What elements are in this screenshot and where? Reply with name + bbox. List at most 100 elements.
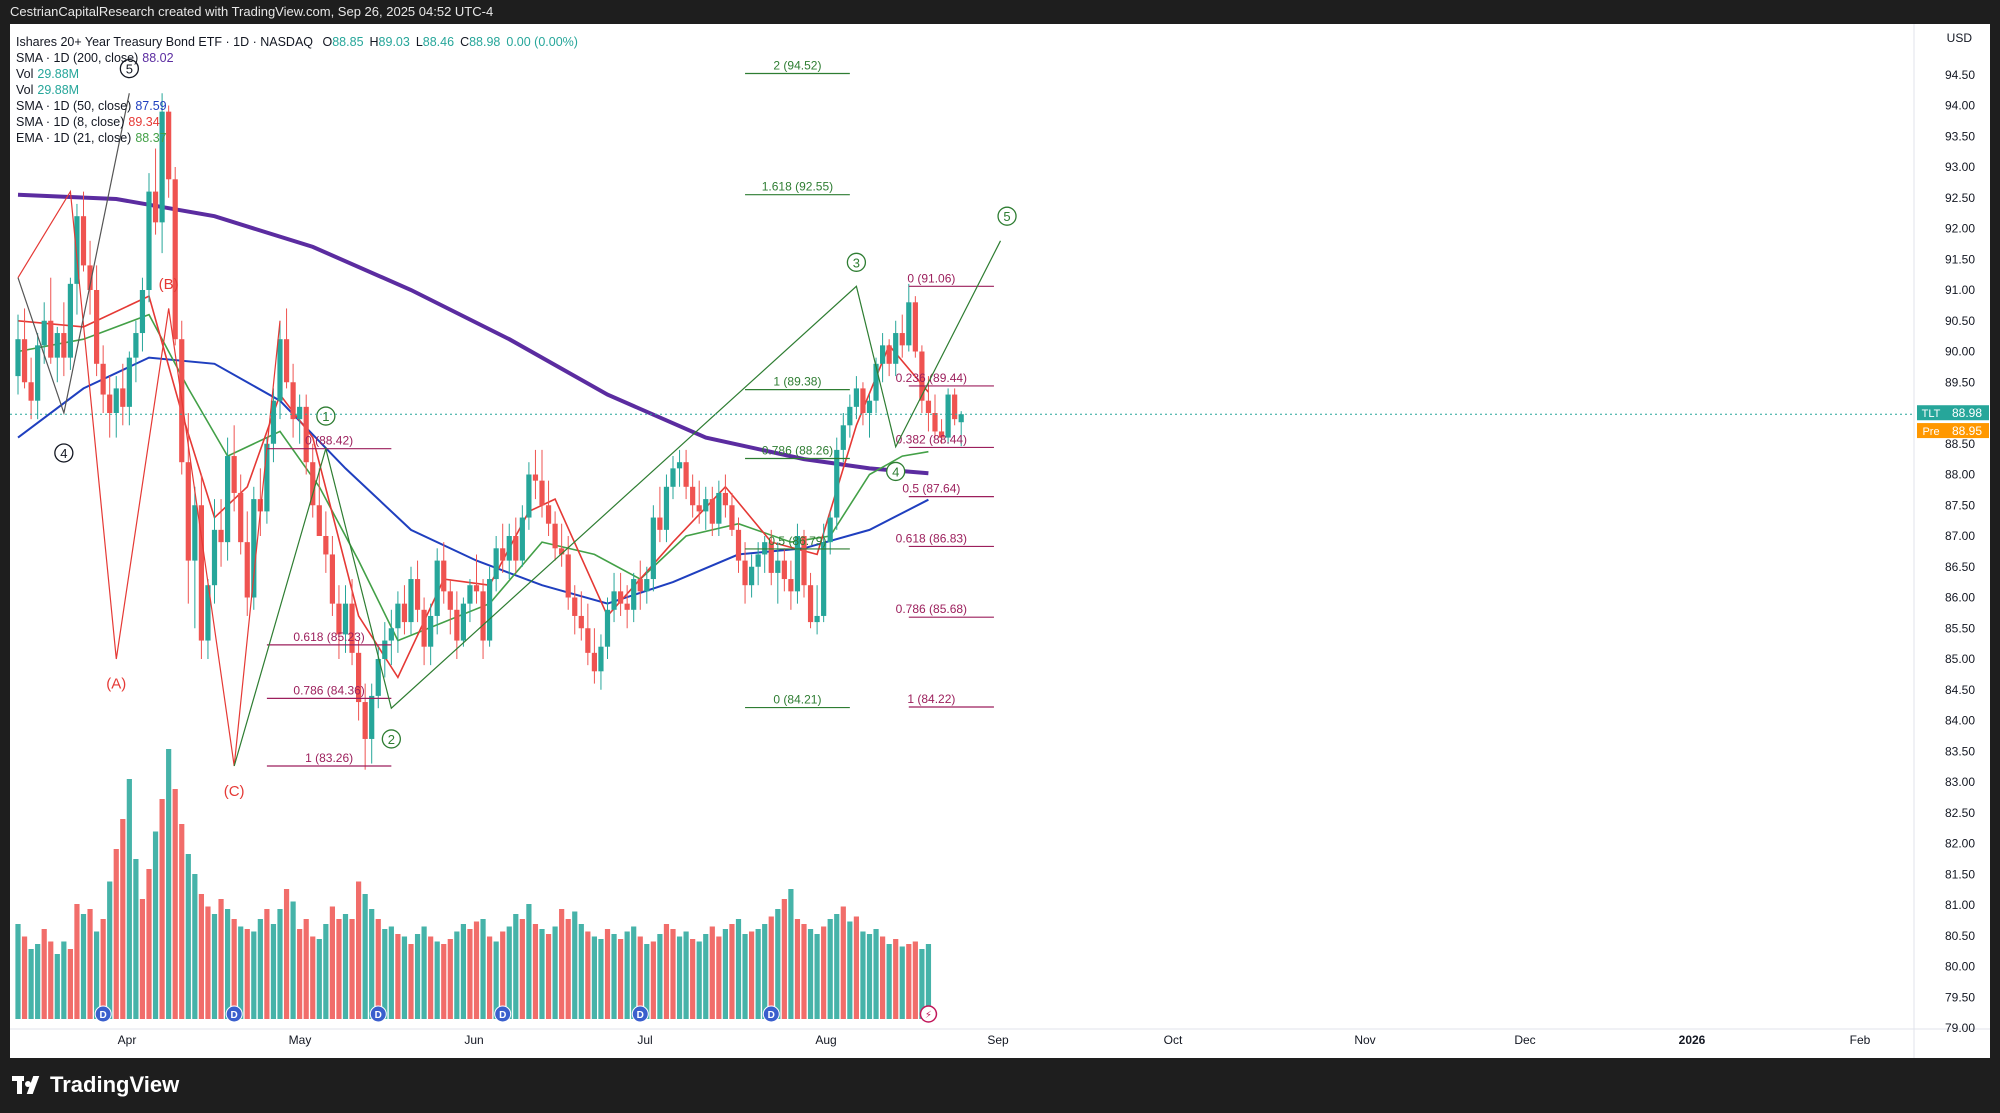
candle-body	[270, 400, 277, 444]
x-tick-label: Sep	[987, 1033, 1009, 1047]
dividend-marker	[631, 1005, 649, 1023]
wave-label: 5	[126, 62, 133, 77]
volume-bar	[690, 939, 696, 1019]
y-tick-label: 88.00	[1945, 468, 1975, 482]
y-tick-label: 90.50	[1945, 314, 1975, 328]
volume-bar	[382, 929, 388, 1019]
candle-body	[618, 591, 624, 604]
volume-bar	[152, 831, 159, 1019]
candle-body	[297, 406, 303, 420]
volume-bar	[860, 931, 866, 1019]
candle-body	[598, 646, 604, 672]
indicator-label: SMA · 1D (200, close)	[16, 51, 139, 65]
price-chart[interactable]: 79.00 79.50 80.00 80.50 81.00 81.50 82.00 82.50…	[10, 24, 1990, 1058]
candle-body	[853, 388, 859, 407]
candle-body	[559, 548, 565, 555]
pre-tag	[1917, 423, 1945, 439]
volume-bar	[886, 944, 892, 1019]
sma200-line	[17, 192, 929, 476]
volume-bar	[578, 924, 584, 1019]
indicator-value: 87.59	[135, 99, 167, 113]
indicator-row[interactable]: SMA · 1D (200, close) 88.02	[16, 50, 578, 66]
y-tick-label: 84.50	[1945, 683, 1975, 697]
candle-body	[277, 339, 283, 401]
candle-body	[807, 585, 814, 623]
volume-bar	[270, 924, 277, 1019]
event-marker	[919, 1005, 938, 1023]
volume-bar	[644, 944, 650, 1019]
indicator-row[interactable]: SMA · 1D (8, close) 89.34	[16, 114, 578, 130]
volume-bar	[729, 924, 735, 1019]
tradingview-logo[interactable]: TradingView	[12, 1072, 179, 1098]
candle-body	[473, 585, 480, 592]
x-tick-label: Apr	[118, 1033, 137, 1047]
fib-level-label: 0.5 (86.79)	[768, 534, 826, 548]
attribution-bar: CestrianCapitalResearch created with Tra…	[0, 0, 2000, 24]
indicator-row[interactable]: Vol 29.88M	[16, 66, 578, 82]
candle-body	[604, 609, 611, 647]
chart-legend: Ishares 20+ Year Treasury Bond ETF · 1D …	[16, 34, 578, 146]
volume-bar	[283, 889, 290, 1019]
y-tick-label: 93.50	[1945, 129, 1975, 143]
chart-panel[interactable]: 79.00 79.50 80.00 80.50 81.00 81.50 82.00 82.50…	[10, 24, 1990, 1058]
dividend-label: D	[637, 1010, 644, 1021]
candle-body	[644, 579, 650, 592]
volume-bar	[323, 924, 329, 1019]
volume-bar	[336, 919, 342, 1019]
sma8-line	[17, 294, 930, 680]
event-label: ⚡	[925, 1010, 932, 1021]
volume-bar	[80, 914, 87, 1019]
candle-body	[375, 659, 381, 696]
candle-body	[729, 505, 735, 530]
candle-body	[80, 216, 87, 266]
fib-level-label: 1 (83.26)	[305, 751, 353, 765]
indicator-value: 88.02	[142, 51, 174, 65]
volume-bar	[604, 929, 611, 1019]
volume-bar	[591, 936, 597, 1019]
volume-bar	[467, 929, 473, 1019]
candle-body	[225, 456, 231, 543]
y-tick-label: 89.50	[1945, 375, 1975, 389]
y-tick-label: 84.00	[1945, 714, 1975, 728]
x-tick-label: May	[289, 1033, 312, 1047]
candle-body	[834, 449, 840, 518]
candle-body	[506, 536, 512, 561]
candle-body	[454, 609, 460, 641]
volume-bar	[54, 954, 60, 1019]
volume-bar	[480, 919, 486, 1019]
indicator-label: Vol	[16, 83, 34, 97]
y-tick-label: 94.50	[1945, 68, 1975, 82]
x-tick-label: 2026	[1679, 1033, 1706, 1047]
volume-bar	[100, 919, 106, 1019]
volume-bar	[631, 926, 637, 1019]
indicator-row[interactable]: Vol 29.88M	[16, 82, 578, 98]
candle-body	[74, 216, 80, 284]
fib-level-label: 0.786 (85.68)	[896, 602, 967, 616]
indicator-row[interactable]: SMA · 1D (50, close) 87.59	[16, 98, 578, 114]
wave-label: 5	[1003, 209, 1010, 224]
candle-body	[67, 283, 73, 358]
volume-bar	[113, 849, 119, 1019]
candle-body	[932, 413, 938, 432]
candle-body	[100, 363, 106, 395]
y-tick-label: 91.00	[1945, 283, 1975, 297]
candle-body	[526, 474, 532, 518]
indicator-row[interactable]: EMA · 1D (21, close) 88.37	[16, 130, 578, 146]
y-tick-label: 86.00	[1945, 591, 1975, 605]
volume-bar	[179, 824, 185, 1019]
legend-title-row: Ishares 20+ Year Treasury Bond ETF · 1D …	[16, 34, 578, 50]
y-tick-label: 92.50	[1945, 191, 1975, 205]
candle-body	[434, 560, 440, 616]
fib-level-label: 0.786 (88.26)	[762, 444, 833, 458]
volume-bar	[172, 789, 178, 1019]
dividend-marker	[94, 1005, 112, 1023]
ohlc-l: L88.46	[416, 35, 454, 49]
volume-bar	[559, 909, 565, 1019]
candle-body	[650, 517, 656, 580]
candle-body	[447, 591, 453, 610]
volume-bar	[650, 941, 656, 1019]
volume-bar	[205, 906, 211, 1019]
volume-bar	[218, 899, 224, 1019]
volume-bar	[107, 881, 113, 1019]
volume-bar	[166, 749, 172, 1019]
